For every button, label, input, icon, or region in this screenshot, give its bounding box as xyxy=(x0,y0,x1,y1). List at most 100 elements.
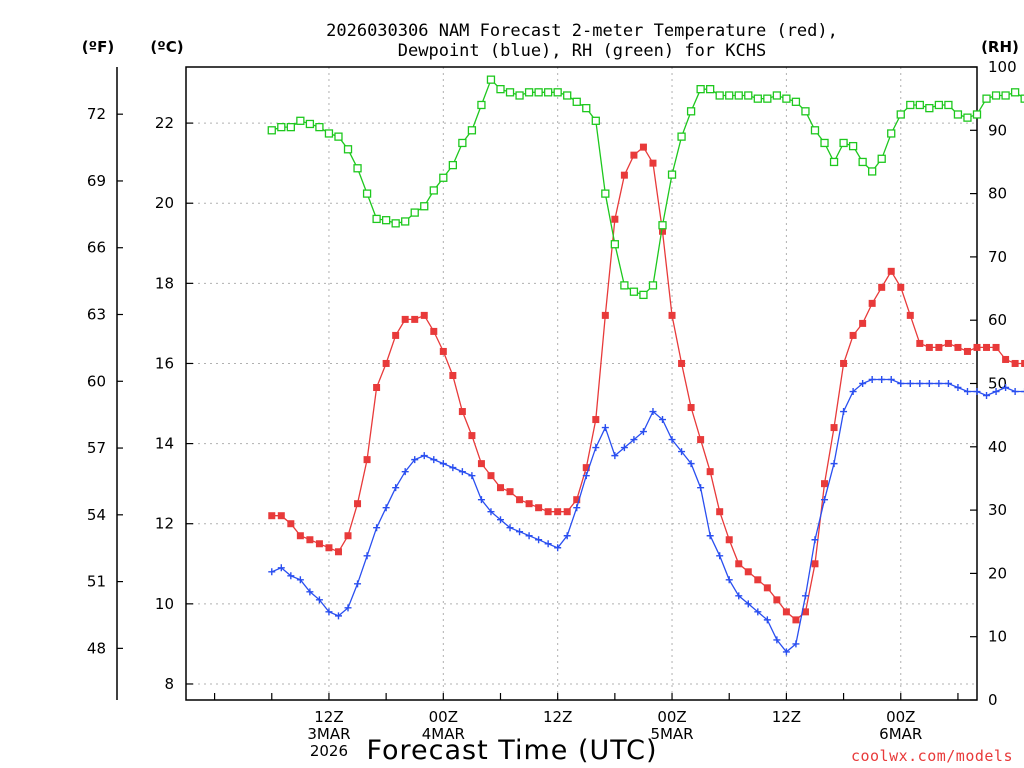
temperature-point xyxy=(315,540,323,548)
rh-point xyxy=(458,138,467,148)
rh-point xyxy=(286,122,295,132)
temperature-point xyxy=(449,371,457,379)
rh-point xyxy=(982,94,991,103)
temperature-point xyxy=(668,311,676,319)
temperature-point xyxy=(916,339,924,347)
rh-point xyxy=(496,85,505,94)
rh-point xyxy=(515,91,524,100)
dewpoint-point xyxy=(792,640,800,648)
rh-point xyxy=(448,160,457,170)
temperature-point xyxy=(1002,355,1010,363)
rh-tick-label: 40 xyxy=(988,438,1007,456)
rh-unit-label: (RH) xyxy=(981,38,1019,56)
dewpoint-point xyxy=(801,592,809,600)
celsius-tick-label: 18 xyxy=(155,274,174,292)
temperature-point xyxy=(287,520,295,528)
temperature-point xyxy=(925,343,933,351)
dewpoint-point xyxy=(582,472,590,480)
temperature-point xyxy=(487,472,495,480)
dewpoint-point xyxy=(697,484,705,492)
dewpoint-point xyxy=(477,496,485,504)
rh-series xyxy=(267,75,1024,300)
dewpoint-point xyxy=(821,496,829,504)
temperature-point xyxy=(659,227,667,235)
temperature-point xyxy=(935,343,943,351)
rh-tick-label: 20 xyxy=(988,564,1007,582)
temperature-point xyxy=(611,215,619,223)
rh-point xyxy=(696,85,705,94)
rh-point xyxy=(734,91,743,100)
dewpoint-point xyxy=(649,408,657,416)
dewpoint-point xyxy=(706,532,714,540)
rh-point xyxy=(944,100,953,110)
rh-point xyxy=(963,113,972,122)
rh-point xyxy=(505,88,515,97)
rh-point xyxy=(934,100,944,110)
temperature-point xyxy=(496,484,504,492)
rh-point xyxy=(362,189,372,198)
fahrenheit-tick-label: 51 xyxy=(87,573,106,591)
temperature-point xyxy=(554,508,562,516)
rh-point xyxy=(715,91,724,100)
rh-point xyxy=(915,100,924,110)
rh-point xyxy=(848,141,858,151)
temperature-point xyxy=(735,560,743,568)
dewpoint-point xyxy=(1021,388,1024,396)
dewpoint-point xyxy=(639,428,647,436)
rh-point xyxy=(667,170,677,179)
temperature-point xyxy=(706,468,714,476)
x-axis-label: Forecast Time (UTC) xyxy=(366,735,657,766)
dewpoint-point xyxy=(496,516,504,524)
rh-point xyxy=(620,281,629,290)
dewpoint-point xyxy=(916,380,924,387)
rh-point xyxy=(372,214,381,224)
x-tick-label: 12Z xyxy=(543,708,572,726)
rh-point xyxy=(686,107,696,116)
temperature-point xyxy=(477,460,485,468)
temperature-point xyxy=(620,171,628,179)
dewpoint-point xyxy=(611,452,619,460)
temperature-point xyxy=(811,560,819,568)
rh-point xyxy=(563,91,572,100)
dewpoint-point xyxy=(954,384,962,392)
dewpoint-point xyxy=(773,636,781,644)
rh-point xyxy=(782,94,791,103)
dewpoint-point xyxy=(554,544,562,552)
rh-point xyxy=(801,107,810,116)
fahrenheit-tick-label: 48 xyxy=(87,639,106,657)
rh-point xyxy=(582,103,591,113)
dewpoint-point xyxy=(535,536,543,544)
rh-point xyxy=(429,186,438,195)
dewpoint-point xyxy=(687,460,695,468)
fahrenheit-tick-label: 60 xyxy=(87,372,106,390)
dewpoint-point xyxy=(859,380,867,387)
rh-point xyxy=(305,119,315,129)
dewpoint-point xyxy=(763,616,771,624)
temperature-point xyxy=(868,299,876,307)
temperature-point xyxy=(601,311,609,319)
dewpoint-point xyxy=(487,508,495,516)
dewpoint-point xyxy=(782,648,790,656)
x-tick-label: 00Z xyxy=(657,708,686,726)
dewpoint-point xyxy=(354,580,362,588)
temperature-series xyxy=(268,143,1024,624)
dewpoint-point xyxy=(363,552,371,560)
rh-point xyxy=(572,97,581,106)
dewpoint-point xyxy=(868,375,876,383)
temperature-point xyxy=(458,408,466,416)
dewpoint-line xyxy=(271,378,1024,653)
x-tick-label: 12Z xyxy=(772,708,801,726)
dewpoint-point xyxy=(973,388,981,396)
rh-point xyxy=(534,88,543,97)
rh-point xyxy=(763,94,772,103)
rh-point xyxy=(925,103,934,113)
temperature-point xyxy=(392,331,400,339)
dewpoint-point xyxy=(525,532,533,540)
rh-point xyxy=(753,94,762,103)
rh-point xyxy=(639,290,648,300)
temperature-point xyxy=(754,576,762,584)
dewpoint-point xyxy=(563,532,571,540)
dewpoint-point xyxy=(754,608,762,616)
temperature-point xyxy=(906,311,914,319)
celsius-unit-label: (ºC) xyxy=(150,38,183,56)
